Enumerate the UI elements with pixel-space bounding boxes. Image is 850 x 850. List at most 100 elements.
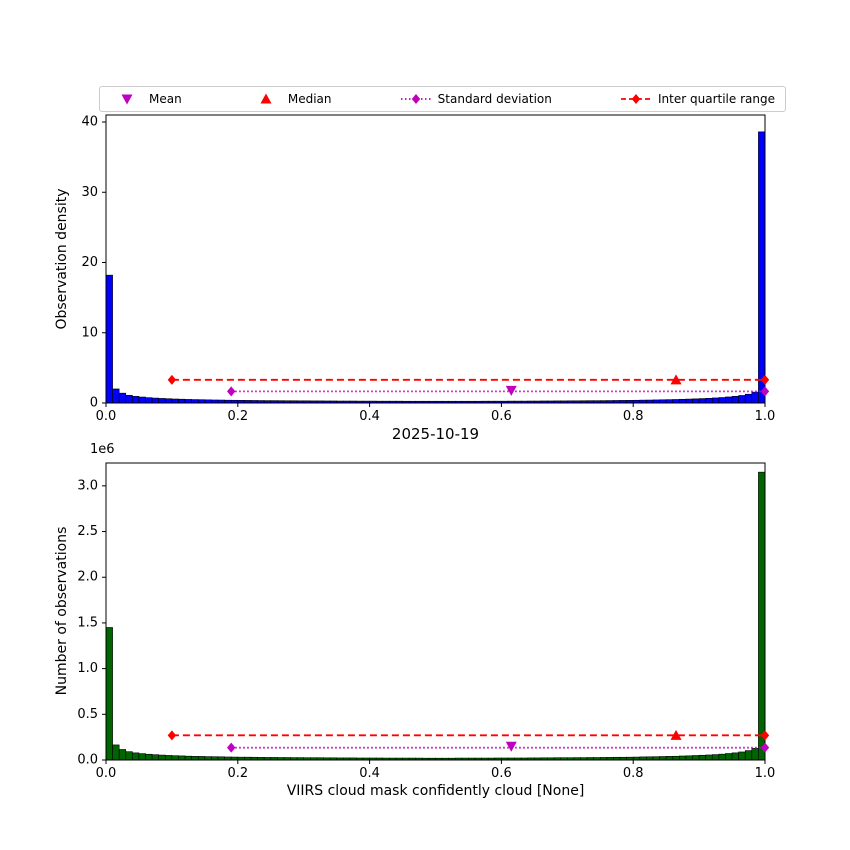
axes-frame [105, 462, 766, 761]
std-diamond-left [227, 742, 236, 753]
histogram-bar [132, 752, 140, 761]
y-tick-label: 0.0 [77, 753, 98, 768]
histogram-bar [197, 756, 206, 761]
histogram-bar [105, 627, 113, 761]
histogram-bar [744, 393, 753, 404]
x-tick-label: 0.4 [359, 409, 380, 424]
legend-label-median: Median [287, 92, 332, 106]
histogram-bar [738, 751, 746, 761]
y-tick-label: 2.5 [77, 524, 98, 539]
histogram-bar [178, 755, 186, 761]
histogram-bar [672, 755, 680, 761]
histogram-bar [165, 398, 173, 404]
density-histogram-plot: 0.0 0.2 0.4 0.6 0.8 1.0 0 10 20 30 40 [81, 114, 776, 424]
legend-item-mean: Mean [110, 92, 182, 106]
histogram-bar [705, 754, 713, 761]
histogram-bar [692, 755, 700, 761]
counts-histogram-plot: 0.0 0.2 0.4 0.6 0.8 1.0 0.0 0.5 1.0 1.5 2.0 2.5 3.0 [77, 462, 776, 781]
y-axis-offset-text: 1e6 [90, 442, 115, 457]
legend-label-mean: Mean [149, 92, 182, 106]
histogram-bar [125, 751, 133, 761]
histogram-bar [692, 398, 700, 404]
legend-diamond [631, 94, 641, 104]
histogram-bar [751, 391, 759, 404]
histogram-bar [758, 471, 766, 761]
histogram-bar [191, 756, 199, 761]
histogram-bar [145, 753, 153, 761]
legend-item-median: Median [249, 92, 332, 106]
y-tick-label: 1.5 [77, 615, 98, 630]
x-tick-label: 1.0 [755, 766, 776, 781]
histogram-bar [672, 399, 680, 404]
x-axis-label: VIIRS cloud mask confidently cloud [None… [286, 783, 585, 799]
x-tick-label: 0.6 [491, 409, 512, 424]
histogram-bar [751, 748, 759, 761]
x-tick-label: 0.2 [227, 766, 248, 781]
x-tick-label: 0.0 [96, 766, 117, 781]
iqr-diamond-left [167, 374, 177, 385]
histogram-bar [665, 399, 674, 404]
histogram-bar [112, 388, 120, 404]
std-diamond-right [760, 742, 770, 753]
histogram-bar [711, 397, 720, 404]
histogram-bar [191, 399, 199, 404]
iqr-diamond-left [167, 730, 177, 741]
legend-label-std: Standard deviation [437, 92, 552, 106]
histogram-bar [118, 392, 127, 404]
y-tick-label: 20 [81, 255, 98, 270]
histogram-bar [718, 397, 726, 404]
legend: Mean Median Standard deviation Inter qua… [99, 86, 786, 112]
histogram-bar [685, 398, 693, 404]
legend-item-std: Standard deviation [399, 92, 552, 106]
histogram-bar [725, 753, 733, 761]
histogram-bar [679, 398, 687, 404]
histogram-bar [698, 754, 706, 761]
x-tick-label: 0.8 [623, 409, 644, 424]
axes-frame [105, 114, 766, 404]
histogram-bar [758, 131, 766, 404]
histogram-bar [138, 396, 146, 404]
histogram-bar [132, 396, 140, 404]
x-tick-label: 1.0 [755, 409, 776, 424]
std-deviation-marker-icon [400, 94, 431, 104]
histogram-bar [145, 397, 153, 404]
histogram-bar [184, 399, 192, 404]
histogram-bar [679, 755, 687, 761]
histogram-bars [105, 471, 766, 761]
histogram-bar [125, 394, 133, 404]
median-marker-icon [260, 93, 272, 104]
histogram-bar [151, 754, 160, 761]
std-diamond-left [227, 386, 236, 397]
histogram-bar [118, 749, 127, 761]
histogram-bar [705, 397, 713, 404]
iqr-diamond-right [760, 374, 770, 385]
y-tick-label: 0.5 [77, 707, 98, 722]
y-tick-label: 30 [81, 185, 98, 200]
y-tick-label: 10 [81, 325, 98, 340]
histogram-bar [138, 753, 146, 761]
mean-marker-icon [121, 94, 133, 105]
histogram-bar [731, 396, 739, 404]
median-marker [670, 374, 682, 385]
mean-marker [505, 741, 517, 752]
histogram-bar [158, 398, 166, 404]
chart-title: 2025-10-19 [391, 425, 480, 443]
median-marker [670, 729, 682, 740]
iqr-marker-icon [621, 94, 652, 104]
histogram-bar [659, 756, 667, 761]
x-tick-label: 0.8 [623, 766, 644, 781]
std-diamond-right [760, 386, 770, 397]
y-tick-label: 2.0 [77, 570, 98, 585]
histogram-bar [165, 755, 173, 761]
x-tick-label: 0.6 [491, 766, 512, 781]
x-tick-label: 0.0 [96, 409, 117, 424]
histogram-bar [158, 754, 166, 761]
x-tick-label: 0.4 [359, 766, 380, 781]
histogram-bar [731, 752, 739, 761]
histogram-bar [738, 395, 746, 404]
histogram-bar [718, 753, 726, 761]
y-tick-label: 40 [81, 115, 98, 130]
histogram-bar [698, 398, 706, 404]
histogram-bar [711, 754, 720, 761]
